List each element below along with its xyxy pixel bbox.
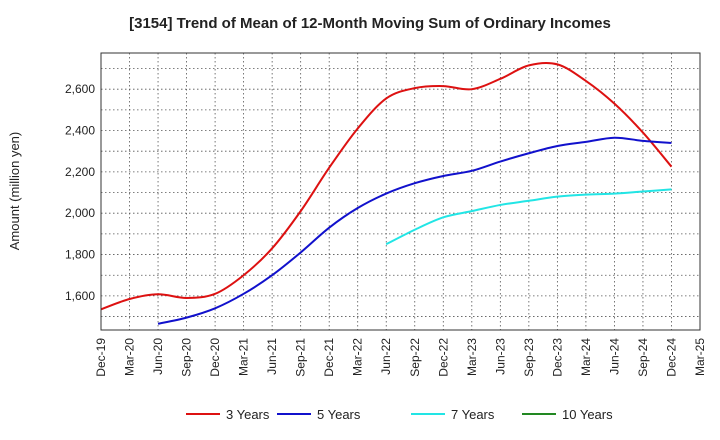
x-tick-label: Jun-23: [493, 338, 507, 375]
legend: 3 Years 5 Years 7 Years 10 Years: [186, 407, 613, 422]
series-lines: [100, 61, 673, 325]
legend-label-10-years: 10 Years: [562, 407, 613, 422]
y-tick-label: 2,200: [65, 165, 95, 179]
y-tick-label: 2,000: [65, 206, 95, 220]
legend-label-3-years: 3 Years: [226, 407, 270, 422]
series-line-7-years: [385, 188, 672, 246]
series-line-3-years: [100, 61, 673, 311]
chart-title: [3154] Trend of Mean of 12-Month Moving …: [129, 15, 611, 32]
x-tick-label: Jun-24: [607, 338, 621, 375]
x-tick-label: Dec-23: [550, 338, 564, 377]
y-tick-label: 2,400: [65, 124, 95, 138]
y-axis-label: Amount (million yen): [7, 132, 22, 251]
y-axis-ticks: 1,600 1,800 2,000 2,200 2,400 2,600: [65, 82, 95, 303]
legend-label-5-years: 5 Years: [317, 407, 361, 422]
plot-frame: [100, 52, 701, 331]
x-tick-label: Dec-19: [94, 338, 108, 377]
x-tick-label: Dec-20: [208, 338, 222, 377]
x-axis-ticks: Dec-19 Mar-20 Jun-20 Sep-20 Dec-20 Mar-21 Jun-…: [94, 338, 707, 377]
x-tick-label: Dec-22: [436, 338, 450, 377]
y-tick-label: 1,600: [65, 289, 95, 303]
x-tick-label: Mar-24: [579, 338, 593, 376]
x-tick-label: Mar-21: [237, 338, 251, 376]
x-tick-label: Jun-22: [379, 338, 393, 375]
x-tick-label: Mar-20: [123, 338, 137, 376]
x-tick-label: Sep-21: [294, 338, 308, 377]
x-tick-label: Mar-22: [351, 338, 365, 376]
grid: [101, 53, 700, 330]
x-tick-label: Mar-23: [465, 338, 479, 376]
x-tick-label: Sep-22: [408, 338, 422, 377]
x-tick-label: Dec-24: [664, 338, 678, 377]
x-tick-label: Sep-24: [636, 338, 650, 377]
x-tick-label: Dec-21: [322, 338, 336, 377]
x-tick-label: Jun-21: [265, 338, 279, 375]
legend-label-7-years: 7 Years: [451, 407, 495, 422]
series-line-5-years: [157, 136, 672, 325]
x-tick-label: Mar-25: [693, 338, 707, 376]
x-tick-label: Sep-20: [180, 338, 194, 377]
x-tick-label: Jun-20: [151, 338, 165, 375]
y-tick-label: 1,800: [65, 248, 95, 262]
y-tick-label: 2,600: [65, 82, 95, 96]
x-tick-label: Sep-23: [522, 338, 536, 377]
